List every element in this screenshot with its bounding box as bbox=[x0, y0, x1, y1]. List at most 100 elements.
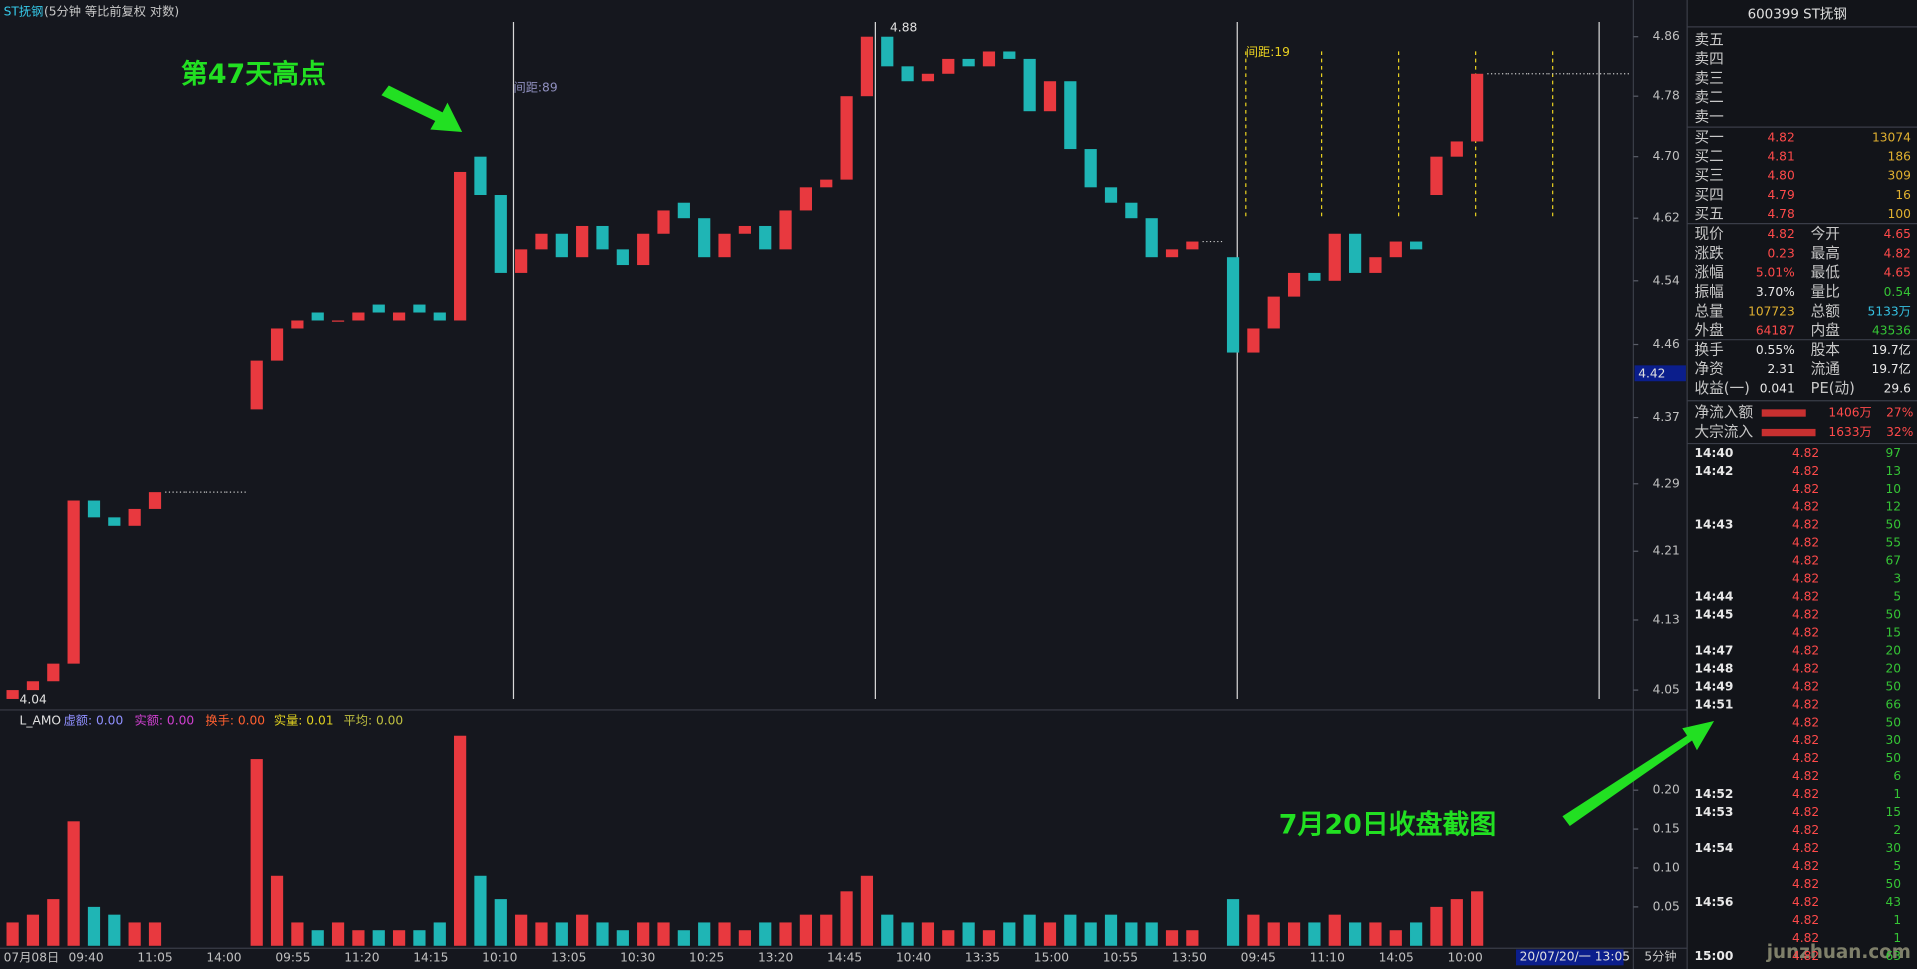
stat-value: 43536 bbox=[1872, 324, 1911, 338]
stat-value: 4.65 bbox=[1884, 266, 1911, 280]
candle bbox=[1003, 51, 1016, 59]
volume-bar bbox=[515, 914, 528, 946]
arrows bbox=[381, 85, 1715, 827]
period-lines bbox=[512, 21, 1600, 699]
tick-price: 4.82 bbox=[1792, 949, 1819, 963]
x-tick-label: 11:20 bbox=[344, 951, 379, 965]
flow-label: 净流入额 bbox=[1694, 404, 1753, 421]
volume-bar bbox=[1348, 922, 1362, 946]
x-tick-label: 07月08日 bbox=[4, 951, 60, 965]
volume-bar bbox=[494, 899, 507, 946]
stat-value: 4.82 bbox=[1884, 246, 1911, 260]
volume-bar bbox=[576, 914, 589, 946]
tick-volume: 6 bbox=[1893, 769, 1901, 783]
volume-legend: 虚额: 0.00 bbox=[64, 713, 124, 727]
candle bbox=[1186, 241, 1199, 250]
volume-bar bbox=[677, 930, 690, 946]
y-tick-label: 0.10 bbox=[1653, 860, 1680, 874]
volume-bar bbox=[1471, 891, 1484, 946]
tick-volume: 30 bbox=[1886, 841, 1902, 855]
volume-bar bbox=[738, 930, 751, 946]
volume-bar bbox=[657, 922, 670, 946]
stat-label: 今开 bbox=[1811, 226, 1840, 243]
tick-price: 4.82 bbox=[1792, 536, 1819, 550]
stat-label: 总量 bbox=[1694, 303, 1723, 320]
stat-label: PE(动) bbox=[1811, 380, 1855, 397]
tick-volume: 15 bbox=[1886, 805, 1902, 819]
volume-bar bbox=[67, 821, 80, 946]
volume-bar bbox=[779, 922, 792, 946]
x-tick-label: 09:40 bbox=[68, 951, 103, 965]
volume-bar bbox=[1023, 914, 1036, 946]
volume-bar bbox=[637, 922, 650, 946]
arrow bbox=[1562, 720, 1715, 827]
stat-label: 量比 bbox=[1811, 284, 1840, 301]
tick-time: 14:56 bbox=[1694, 895, 1733, 909]
stat-label: 最高 bbox=[1811, 245, 1840, 262]
y-tick-label: 4.21 bbox=[1653, 544, 1680, 558]
volume-bar bbox=[372, 930, 385, 946]
volume-legend: 换手: 0.00 bbox=[205, 713, 265, 727]
tick-volume: 2 bbox=[1893, 823, 1901, 837]
tick-volume: 50 bbox=[1886, 518, 1902, 532]
volume-bar bbox=[1410, 922, 1423, 946]
buy-price: 4.81 bbox=[1768, 150, 1795, 164]
candle bbox=[515, 249, 528, 273]
volume-bar bbox=[454, 735, 467, 946]
candle bbox=[1084, 149, 1097, 188]
tick-price: 4.82 bbox=[1792, 931, 1819, 945]
volume-legend: 实量: 0.01 bbox=[274, 712, 334, 727]
tick-time: 14:48 bbox=[1694, 661, 1733, 675]
buy-label: 买五 bbox=[1694, 205, 1723, 222]
candle bbox=[596, 225, 609, 250]
tick-price: 4.82 bbox=[1792, 482, 1819, 496]
volume-bar bbox=[799, 914, 813, 946]
candle bbox=[698, 218, 711, 258]
tick-time: 14:49 bbox=[1694, 679, 1733, 693]
candle bbox=[1471, 73, 1484, 142]
stat-value: 19.7亿 bbox=[1871, 342, 1910, 357]
tick-volume: 20 bbox=[1886, 661, 1902, 675]
tick-volume: 63 bbox=[1886, 949, 1902, 963]
flow-pct: 32% bbox=[1886, 425, 1913, 439]
candle bbox=[1145, 218, 1158, 258]
candle bbox=[840, 96, 853, 180]
stat-value: 0.23 bbox=[1768, 246, 1795, 260]
stat-value: 4.65 bbox=[1884, 227, 1911, 241]
candle bbox=[128, 508, 141, 526]
candle bbox=[1043, 81, 1057, 112]
volume-bar bbox=[1104, 914, 1118, 946]
tick-price: 4.82 bbox=[1792, 733, 1819, 747]
x-tick-label: 13:05 bbox=[551, 951, 586, 965]
x-tick-label: 14:05 bbox=[1379, 951, 1414, 965]
volume-bar bbox=[698, 922, 711, 946]
x-tick-label: 14:45 bbox=[827, 951, 862, 965]
candle bbox=[6, 690, 19, 699]
y-tick-label: 0.15 bbox=[1653, 822, 1680, 836]
candle bbox=[148, 492, 162, 509]
candle bbox=[494, 195, 507, 273]
volume-bar bbox=[1308, 922, 1321, 946]
candle bbox=[1287, 272, 1301, 297]
candle bbox=[1430, 156, 1443, 196]
stat-value: 5.01% bbox=[1756, 266, 1795, 280]
volume-bar bbox=[759, 922, 772, 946]
tick-volume: 20 bbox=[1886, 643, 1902, 657]
tick-volume: 5 bbox=[1893, 590, 1901, 604]
volume-bar bbox=[1287, 922, 1301, 946]
candle bbox=[718, 233, 731, 258]
candle bbox=[555, 233, 568, 258]
volume-bar bbox=[1328, 914, 1341, 946]
tick-price: 4.82 bbox=[1792, 446, 1819, 460]
tick-volume: 13 bbox=[1886, 464, 1902, 478]
volume-bar bbox=[291, 922, 304, 946]
tick-price: 4.82 bbox=[1792, 859, 1819, 873]
y-tick-label: 4.29 bbox=[1653, 476, 1680, 490]
tick-volume: 97 bbox=[1886, 446, 1902, 460]
axis-unit: 5分钟 bbox=[1644, 948, 1676, 963]
stat-value: 0.041 bbox=[1760, 382, 1795, 396]
volume-bar bbox=[921, 922, 935, 946]
buy-volume: 16 bbox=[1895, 188, 1911, 202]
y-tick-label: 0.05 bbox=[1653, 899, 1680, 913]
